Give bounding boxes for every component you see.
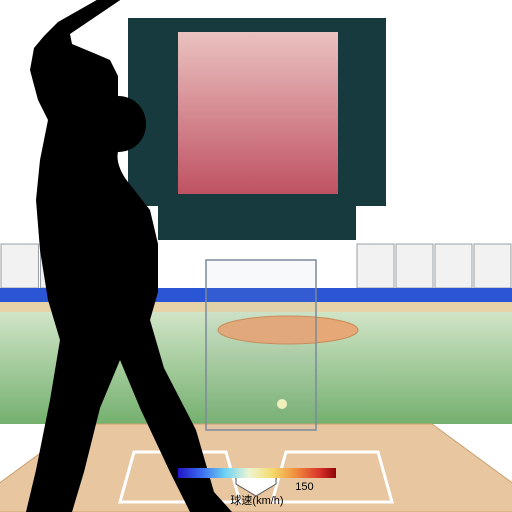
strike-zone[interactable] <box>206 260 316 430</box>
pitch-location-chart: 100 150 球速(km/h) <box>0 0 512 512</box>
legend-label: 球速(km/h) <box>230 493 283 507</box>
pitch-marker[interactable] <box>277 399 287 409</box>
scoreboard-screen <box>178 32 338 194</box>
legend-tick: 100 <box>190 481 208 493</box>
scoreboard-lower <box>158 206 356 240</box>
legend-bar <box>178 468 336 478</box>
pitch-markers <box>277 399 287 409</box>
legend-tick: 150 <box>295 481 313 493</box>
